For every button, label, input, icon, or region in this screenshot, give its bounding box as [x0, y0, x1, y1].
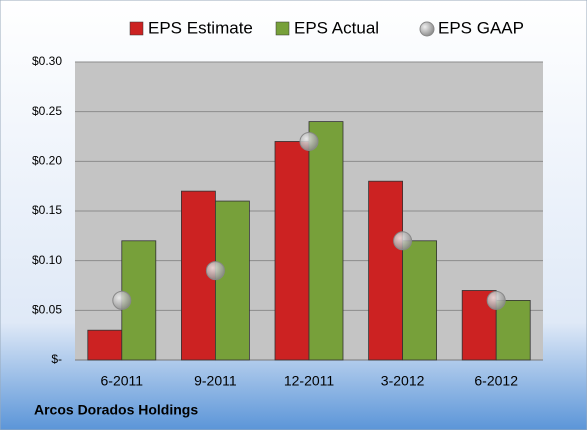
legend-marker [275, 21, 290, 36]
y-tick-label: $0.15 [32, 203, 62, 217]
chart-title: Arcos Dorados Holdings [34, 402, 198, 418]
bar [368, 180, 404, 361]
marker [299, 131, 319, 151]
legend-label: EPS Estimate [148, 18, 253, 37]
y-tick-label: $0.25 [32, 104, 62, 118]
marker [205, 261, 225, 281]
legend-marker [419, 21, 435, 37]
bar [274, 141, 310, 361]
legend-label: EPS Actual [294, 18, 379, 37]
bar [87, 329, 123, 361]
y-tick-label: $- [51, 352, 62, 366]
x-tick-label: 6-2012 [474, 373, 518, 389]
marker [393, 231, 413, 251]
y-tick-label: $0.05 [32, 303, 62, 317]
x-tick-label: 3-2012 [381, 373, 425, 389]
y-tick-label: $0.10 [32, 253, 62, 267]
marker [486, 290, 506, 310]
x-tick-label: 12-2011 [284, 373, 335, 389]
x-tick-label: 9-2011 [194, 373, 237, 389]
bar [402, 240, 438, 361]
marker [112, 290, 132, 310]
y-tick-label: $0.20 [32, 154, 62, 168]
bar [495, 299, 531, 361]
y-tick-label: $0.30 [32, 54, 62, 68]
bar [308, 121, 344, 361]
legend-label: EPS GAAP [438, 18, 524, 37]
x-tick-label: 6-2011 [101, 373, 144, 389]
legend-marker [129, 21, 144, 36]
bar [214, 200, 250, 361]
